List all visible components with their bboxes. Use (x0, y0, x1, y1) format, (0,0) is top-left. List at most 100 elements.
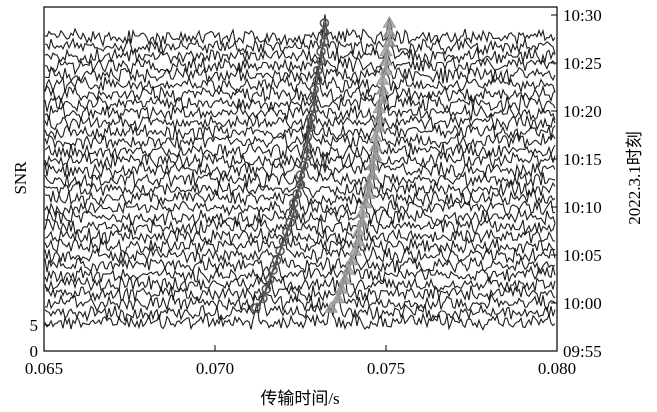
snr-trace (44, 14, 556, 48)
triangle-pick-marker (382, 25, 397, 38)
y-axis-right: 09:55 10:00 10:05 10:10 10:15 10:20 10:25 10:30 (551, 6, 602, 361)
y2-tick-label: 09:55 (563, 342, 602, 361)
circle-pick-marker (264, 274, 275, 285)
circle-pick-marker (261, 284, 272, 294)
circle-pick-marker (319, 27, 330, 38)
snr-trace (44, 41, 556, 66)
x-axis: 0.065 0.070 0.075 0.080 (25, 345, 576, 378)
snr-trace (44, 302, 556, 331)
circle-pick-marker (288, 198, 299, 209)
triangle-pick-marker (365, 168, 380, 180)
circle-pick-marker (312, 75, 323, 85)
circle-pick-marker (251, 303, 261, 313)
circle-pick-marker (295, 179, 306, 190)
triangle-pick-marker (362, 177, 376, 190)
y-axis-label: SNR (11, 161, 30, 195)
snr-trace (44, 93, 556, 123)
triangle-pick-marker (351, 225, 366, 237)
circle-pick-marker (302, 141, 313, 152)
snr-trace (44, 273, 556, 303)
triangle-pick-marker (368, 130, 383, 142)
y-axis-left: 05 (30, 316, 50, 361)
triangle-pick-marker (375, 82, 390, 95)
snr-trace (44, 29, 556, 57)
circle-pick-marker (309, 103, 320, 114)
triangle-pick-marker (379, 54, 393, 66)
snr-trace (44, 257, 556, 284)
snr-trace (44, 84, 556, 114)
triangle-pick-marker (344, 253, 359, 266)
triangle-pick-marker (358, 196, 373, 209)
x-axis-label: 传输时间/s (260, 389, 339, 408)
triangle-pick-marker (379, 44, 393, 57)
circle-pick-marker (292, 189, 302, 199)
triangle-pick-marker (324, 301, 339, 313)
circle-pick-marker (288, 208, 299, 218)
circle-pick-marker (309, 94, 320, 104)
y2-tick-label: 10:10 (563, 198, 602, 217)
circle-pick-marker (305, 122, 316, 133)
circle-pick-marker (285, 217, 296, 228)
x-tick-label: 0.075 (367, 359, 405, 378)
circle-pick-marker (302, 151, 313, 161)
triangle-pick-marker (351, 234, 366, 247)
snr-trace (44, 189, 556, 218)
triangle-pick-marker (382, 16, 397, 28)
triangle-pick-marker (368, 149, 383, 161)
triangle-pick-marker (372, 120, 387, 133)
triangle-pick-marker (362, 187, 376, 199)
snr-trace (44, 75, 556, 104)
triangle-pick-marker (355, 206, 369, 218)
trace-group (44, 14, 556, 331)
triangle-pick-marker (372, 101, 387, 114)
triangle-pick-marker (331, 291, 345, 304)
circle-pick-marker (275, 246, 285, 256)
snr-trace (44, 197, 556, 227)
circle-pick-marker (305, 113, 316, 123)
circle-pick-marker (268, 265, 278, 275)
snr-trace (44, 120, 556, 151)
y2-tick-label: 10:20 (563, 102, 602, 121)
triangle-pick-marker (341, 263, 356, 275)
snr-trace (44, 285, 556, 313)
snr-trace (44, 231, 556, 256)
circle-pick-marker (319, 18, 330, 28)
circle-pick-marker (295, 170, 306, 180)
y-tick-label: 5 (30, 316, 39, 335)
triangle-pick-marker (375, 92, 390, 104)
y2-tick-label: 10:00 (563, 294, 602, 313)
triangle-pick-marker (382, 35, 397, 47)
circle-pick-marker (309, 84, 320, 95)
triangle-pick-marker (379, 63, 393, 76)
circle-pick-marker (281, 227, 292, 237)
snr-trace (44, 221, 556, 247)
snr-trace (44, 66, 556, 94)
circle-pick-marker (278, 236, 289, 247)
triangle-pick-marker (355, 215, 369, 228)
triangle-pick-marker (334, 282, 349, 294)
circle-pick-marker (312, 65, 323, 76)
circle-pick-marker (302, 132, 313, 142)
y-tick-label: 0 (30, 342, 39, 361)
snr-trace (44, 47, 556, 76)
triangle-pick-marker (375, 73, 390, 85)
circle-pick-marker (271, 255, 282, 266)
x-tick-label: 0.070 (196, 359, 234, 378)
triangle-pick-marker (372, 111, 387, 123)
triangle-pick-marker (338, 272, 352, 285)
triangle-pick-marker (368, 139, 383, 152)
snr-trace (44, 130, 556, 161)
marker-group (251, 16, 397, 313)
snr-trace (44, 235, 556, 265)
y2-tick-label: 10:15 (563, 150, 602, 169)
triangle-pick-marker (365, 158, 380, 171)
circle-pick-marker (316, 56, 326, 66)
snr-trace (44, 212, 556, 237)
y2-tick-label: 10:25 (563, 54, 602, 73)
circle-pick-marker (299, 160, 309, 171)
y2-tick-label: 10:30 (563, 6, 602, 25)
y2-axis-label: 2022.3.1时刻 (625, 131, 644, 225)
y2-tick-label: 10:05 (563, 246, 602, 265)
snr-trace (44, 292, 556, 323)
